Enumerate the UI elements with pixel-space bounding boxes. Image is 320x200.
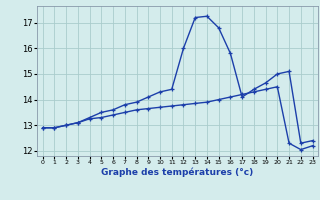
X-axis label: Graphe des températures (°c): Graphe des températures (°c) xyxy=(101,168,254,177)
